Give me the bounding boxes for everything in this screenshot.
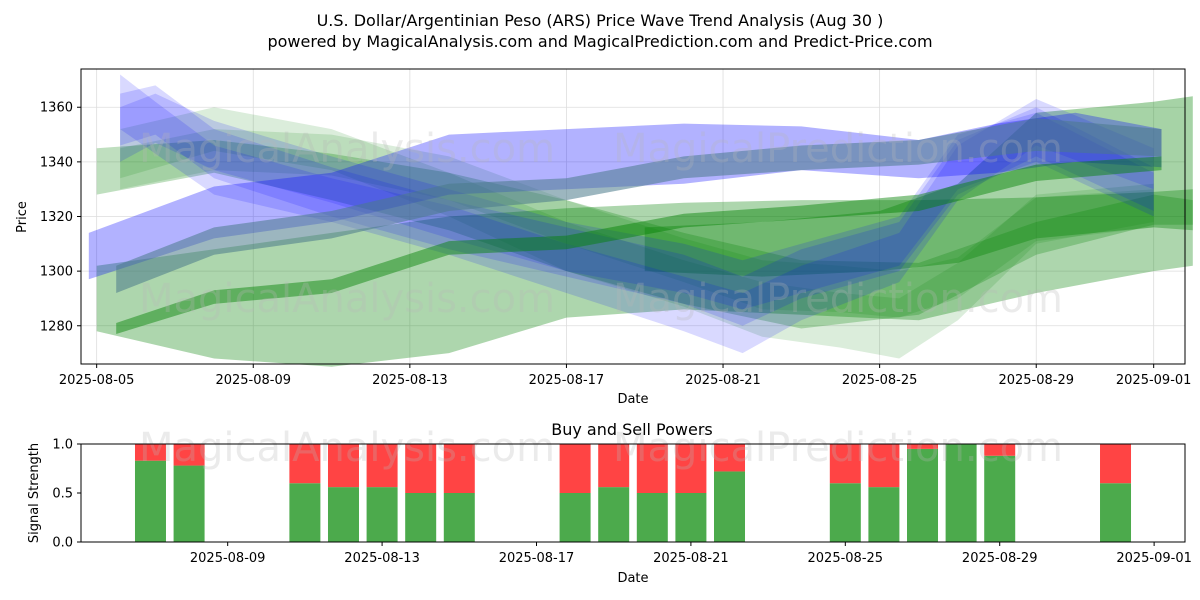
price-y-tick-label: 1360 [40, 101, 73, 116]
price-x-axis-label: Date [617, 392, 648, 407]
chart-title-line1: U.S. Dollar/Argentinian Peso (ARS) Price… [317, 11, 884, 30]
price-axes: 2025-08-05 2025-08-09 2025-08-13 2025-08-17… [40, 101, 1192, 388]
sell-power-bar [984, 444, 1016, 456]
sell-power-bar [598, 444, 630, 488]
price-x-tick-label: 2025-08-29 [998, 373, 1074, 388]
price-y-tick-label: 1320 [40, 210, 73, 225]
sell-power-bar [366, 444, 398, 488]
sell-power-bar [907, 444, 939, 449]
price-band-green-wave-1 [120, 107, 1154, 359]
price-grid [81, 69, 1185, 364]
signal-x-tick-label: 2025-08-21 [653, 551, 729, 566]
price-band-blue-wave-1 [120, 74, 1154, 354]
price-x-tick-label: 2025-08-25 [842, 373, 918, 388]
sell-power-bar [829, 444, 861, 484]
price-y-axis-label: Price [15, 201, 30, 233]
price-y-tick-label: 1280 [40, 319, 73, 334]
watermark-top-right: MagicalPrediction.com [613, 126, 1063, 172]
sell-power-bar [405, 444, 437, 493]
signal-x-tick-label: 2025-08-17 [499, 551, 575, 566]
buy-power-bar [907, 448, 939, 542]
buy-power-bar [636, 493, 668, 542]
price-band-green-wave-2 [120, 129, 1154, 318]
price-band-teal-channel [116, 118, 1162, 293]
signal-bars [134, 444, 1132, 542]
price-x-tick-label: 2025-08-09 [215, 373, 291, 388]
sell-power-bar [443, 444, 475, 493]
price-band-blue-wave-3 [120, 93, 1154, 310]
watermark-mid-left: MagicalAnalysis.com [139, 276, 555, 322]
price-x-tick-label: 2025-08-05 [59, 373, 135, 388]
buy-power-bar [1100, 483, 1132, 542]
signal-x-tick-label: 2025-08-25 [808, 551, 884, 566]
buy-power-bar [984, 455, 1016, 542]
watermark-bottom-right: MagicalPrediction.com [613, 425, 1063, 471]
price-x-tick-label: 2025-08-13 [372, 373, 448, 388]
price-wave-bands [88, 74, 1193, 367]
buy-power-bar [366, 487, 398, 542]
price-band-green-trend-line [116, 156, 1162, 334]
buy-power-bar [327, 487, 359, 542]
buy-power-bar [675, 493, 707, 542]
sell-power-bar [173, 444, 205, 466]
signal-chart-title: Buy and Sell Powers [551, 420, 713, 439]
signal-x-tick-label: 2025-08-29 [962, 551, 1038, 566]
watermark-top-left: MagicalAnalysis.com [139, 126, 555, 172]
signal-x-tick-label: 2025-09-01 [1116, 551, 1192, 566]
price-band-blue-wave-2 [120, 85, 1154, 326]
buy-power-bar [559, 493, 591, 542]
watermark-bottom-left: MagicalAnalysis.com [139, 425, 555, 471]
buy-power-bar [598, 487, 630, 542]
sell-power-bar [868, 444, 900, 488]
signal-y-tick-label: 0.5 [52, 487, 73, 502]
chart-title-line2: powered by MagicalAnalysis.com and Magic… [267, 32, 932, 51]
buy-power-bar [289, 483, 321, 542]
signal-y-axis-label: Signal Strength [27, 443, 42, 543]
sell-power-bar [559, 444, 591, 493]
buy-power-bar [868, 487, 900, 542]
buy-power-bar [173, 465, 205, 542]
sell-power-bar [289, 444, 321, 484]
sell-power-bar [714, 444, 746, 472]
buy-power-bar [134, 460, 166, 542]
signal-y-tick-label: 0.0 [52, 536, 73, 551]
watermark-mid-right: MagicalPrediction.com [613, 276, 1063, 322]
price-x-tick-label: 2025-08-21 [685, 373, 761, 388]
signal-x-axis-label: Date [617, 571, 648, 586]
price-y-tick-label: 1340 [40, 155, 73, 170]
signal-x-tick-label: 2025-08-09 [190, 551, 266, 566]
sell-power-bar [636, 444, 668, 493]
buy-power-bar [443, 493, 475, 542]
signal-x-tick-label: 2025-08-13 [344, 551, 420, 566]
price-y-tick-label: 1300 [40, 265, 73, 280]
price-band-green-wide-band [96, 140, 1193, 329]
sell-power-bar [675, 444, 707, 493]
buy-power-bar [714, 471, 746, 542]
buy-power-bar [945, 444, 977, 542]
price-x-tick-label: 2025-09-01 [1116, 373, 1192, 388]
price-band-green-lower-band [96, 189, 1193, 367]
signal-axes: 2025-08-09 2025-08-13 2025-08-17 2025-08-21… [52, 438, 1192, 567]
sell-power-bar [1100, 444, 1132, 484]
signal-y-tick-label: 1.0 [52, 438, 73, 453]
sell-power-bar [327, 444, 359, 488]
price-x-tick-label: 2025-08-17 [529, 373, 605, 388]
sell-power-bar [134, 444, 166, 461]
buy-power-bar [829, 483, 861, 542]
buy-power-bar [405, 493, 437, 542]
